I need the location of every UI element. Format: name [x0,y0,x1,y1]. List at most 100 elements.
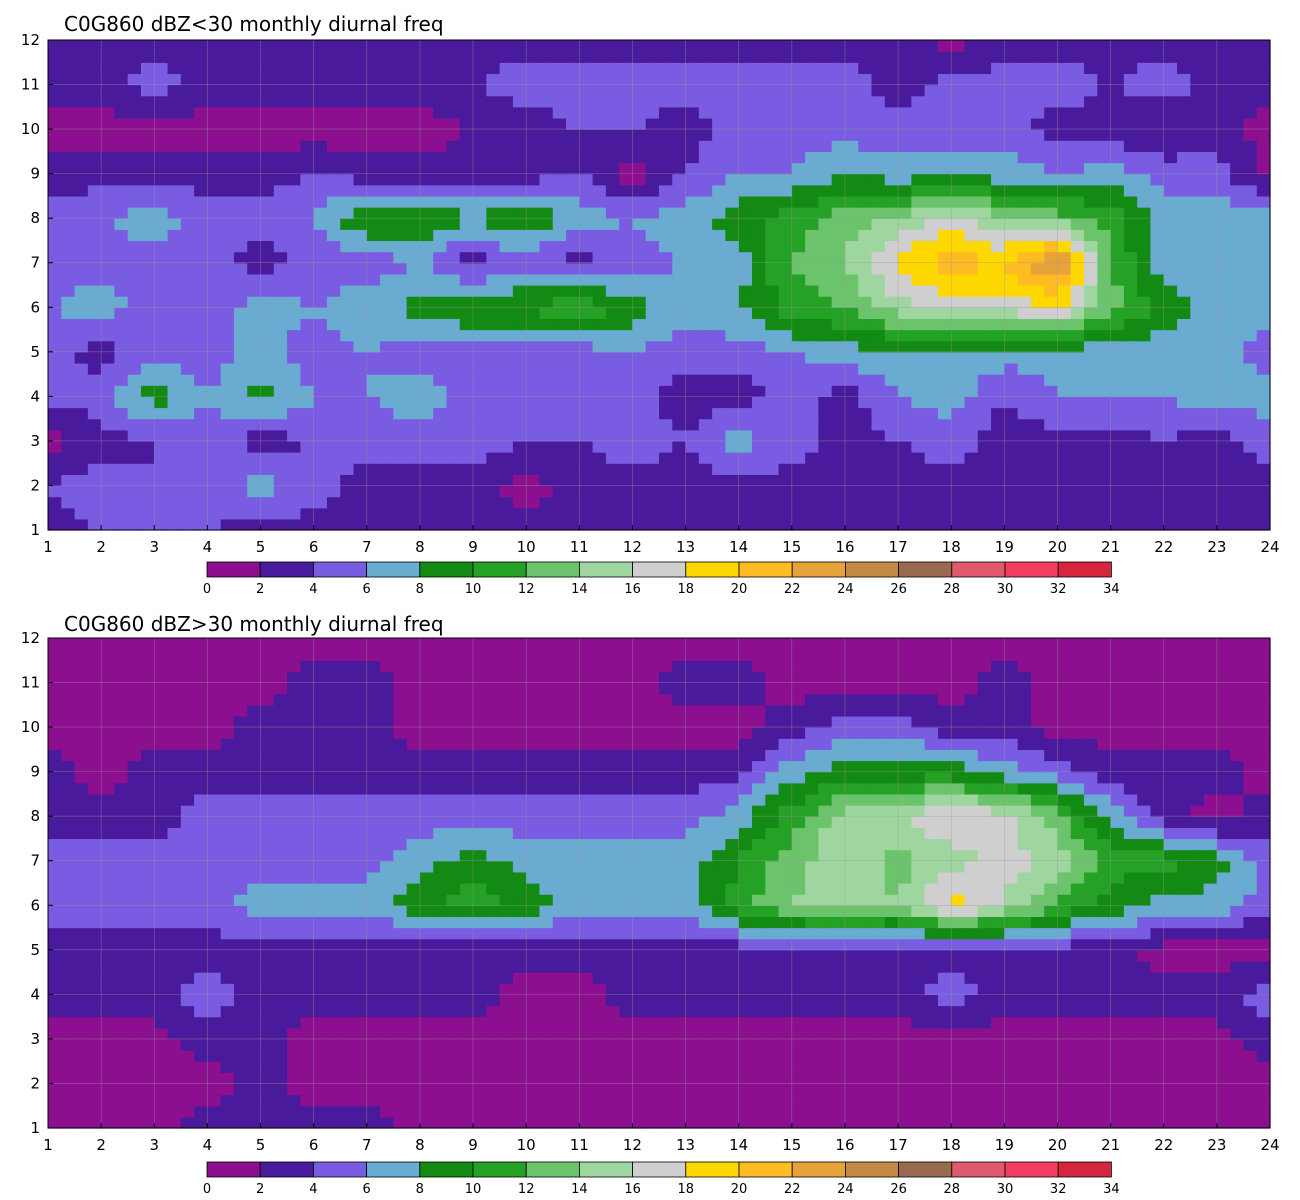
heatmap-cell [725,440,740,453]
heatmap-cell [1203,474,1218,487]
heatmap-cell [180,1005,195,1018]
heatmap-cell [140,251,155,264]
heatmap-cell [672,40,687,52]
heatmap-cell [87,106,102,119]
heatmap-cell [579,374,594,386]
heatmap-cell [685,273,700,286]
heatmap-cell [406,318,421,331]
heatmap-cell [1084,296,1098,308]
heatmap-cell [48,285,62,297]
colorbar-label: 12 [518,582,535,597]
heatmap-cell [898,162,912,175]
heatmap-cell [207,1094,222,1107]
heatmap-cell [1177,151,1191,164]
heatmap-cell [605,1061,620,1073]
heatmap-cell [778,1116,793,1129]
heatmap-cell [114,40,129,52]
heatmap-cell [1044,162,1059,175]
heatmap-cell [552,129,567,141]
heatmap-cell [712,452,727,464]
heatmap-cell [526,1083,541,1096]
heatmap-cell [419,207,434,219]
heatmap-cell [340,307,355,320]
heatmap-cell [87,151,102,164]
heatmap-cell [1123,173,1138,186]
heatmap-cell [619,195,634,208]
heatmap-cell [1230,84,1245,97]
heatmap-cell [751,285,766,297]
heatmap-cell [61,396,76,409]
heatmap-cell [672,518,687,531]
heatmap-cell [380,340,394,353]
heatmap-cell [74,407,89,420]
heatmap-cell [499,173,514,186]
heatmap-cell [48,1105,62,1118]
heatmap-cell [194,162,208,175]
heatmap-cell [672,396,687,409]
heatmap-cell [698,240,713,253]
heatmap-cell [61,485,76,498]
heatmap-cell [1216,73,1231,86]
heatmap-cell [380,173,394,186]
heatmap-cell [1230,307,1245,320]
heatmap-cell [1097,140,1112,152]
heatmap-cell [486,296,501,308]
heatmap-cell [911,518,926,531]
heatmap-cell [114,296,129,308]
heatmap-cell [951,40,966,52]
heatmap-cell [207,994,222,1007]
heatmap-cell [433,307,448,320]
heatmap-cell [1216,362,1231,375]
heatmap-cell [1057,151,1072,164]
heatmap-cell [287,351,301,364]
heatmap-cell [884,195,899,208]
heatmap-cell [207,1027,222,1040]
heatmap-cell [1177,307,1191,320]
heatmap-cell [1163,1094,1178,1107]
heatmap-cell [1137,273,1152,286]
heatmap-cell [1057,162,1072,175]
heatmap-cell [964,296,979,308]
heatmap-cell [114,62,129,75]
heatmap-cell [539,1050,554,1062]
heatmap-cell [140,1050,155,1062]
heatmap-cell [1163,329,1178,342]
heatmap-cell [61,318,76,331]
heatmap-cell [1030,40,1045,52]
heatmap-cell [446,207,461,219]
heatmap-cell [1057,463,1072,475]
heatmap-cell [180,218,195,230]
heatmap-cell [698,362,713,375]
heatmap-cell [1203,507,1218,520]
heatmap-cell [101,463,116,475]
heatmap-cell [433,195,448,208]
heatmap-cell [605,262,620,275]
heatmap-cell [340,329,355,342]
heatmap-cell [592,1116,607,1129]
heatmap-cell [353,162,368,175]
heatmap-cell [778,1072,793,1085]
heatmap-cell [1177,262,1191,275]
heatmap-cell [87,474,102,487]
heatmap-cell [698,84,713,97]
heatmap-cell [154,362,169,375]
heatmap-cell [1163,418,1178,431]
heatmap-cell [791,151,806,164]
heatmap-cell [233,463,248,475]
heatmap-cell [300,452,315,464]
heatmap-cell [1256,318,1271,331]
heatmap-cell [353,129,368,141]
heatmap-cell [791,396,806,409]
heatmap-cell [1190,518,1205,531]
heatmap-cell [1004,173,1019,186]
heatmap-cell [579,129,594,141]
heatmap-cell [114,106,129,119]
heatmap-cell [473,362,487,375]
heatmap-cell [419,1116,434,1129]
heatmap-cell [459,240,474,253]
heatmap-cell [247,351,262,364]
heatmap-cell [287,507,301,520]
heatmap-cell [579,62,594,75]
heatmap-cell [300,296,315,308]
heatmap-cell [791,240,806,253]
